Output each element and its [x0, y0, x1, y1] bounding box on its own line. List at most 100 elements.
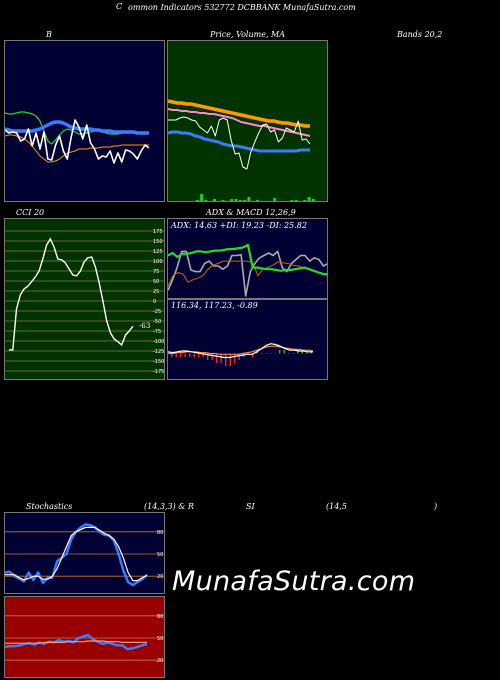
- macd-values: 116.34, 117.23, -0.89: [171, 301, 258, 310]
- watermark: MunafaSutra.com: [172, 566, 416, 597]
- macd-histogram-bar: [238, 353, 240, 360]
- macd-histogram-bar: [279, 350, 281, 354]
- stochastics-panel: 80 50 20: [4, 512, 165, 594]
- cci-tick-label: -50: [153, 319, 161, 325]
- cci-tick-label: -150: [153, 359, 164, 365]
- macd-histogram-bar: [216, 353, 218, 363]
- volume-bar: [294, 200, 298, 201]
- cci-tick-label: 75: [153, 269, 159, 275]
- volume-bar: [243, 200, 247, 201]
- volume-bar: [209, 201, 212, 202]
- volume-bar: [192, 201, 195, 202]
- cci-tick-label: -125: [153, 349, 164, 355]
- price-line: [168, 116, 311, 170]
- volume-bar: [174, 201, 177, 202]
- volume-bar: [260, 201, 263, 202]
- label-price-ma: Price, Volume, MA: [210, 30, 286, 39]
- macd-histogram-bar: [225, 353, 227, 366]
- cci-tick-label: 0: [153, 299, 156, 305]
- stoch-d-line: [5, 526, 148, 582]
- macd-histogram-bar: [202, 353, 204, 357]
- volume-bar: [265, 201, 268, 202]
- macd-histogram-bar: [247, 353, 249, 354]
- cci-panel: 175 150 125 100 75 50 25 0 -25 -50 -75 -100 -125 -150…: [4, 218, 165, 380]
- cci-tick-label: 25: [153, 289, 159, 295]
- adx-minus-di-line: [168, 250, 327, 297]
- volume-bar: [290, 200, 294, 201]
- macd-histogram-bar: [297, 350, 299, 354]
- macd-histogram-bar: [283, 350, 285, 354]
- volume-bar: [230, 199, 234, 201]
- volume-bar: [303, 200, 307, 201]
- macd-histogram-bar: [184, 353, 186, 357]
- bollinger-price-line: [5, 119, 150, 164]
- volume-bar: [187, 201, 190, 202]
- bollinger-panel: [4, 40, 165, 202]
- label-rsi-c: ): [434, 502, 438, 511]
- macd-histogram-bar: [198, 353, 200, 357]
- macd-histogram-bar: [180, 353, 182, 357]
- macd-histogram-bar: [301, 350, 303, 354]
- adx-chart: [168, 243, 327, 297]
- ma-mid-line: [168, 108, 311, 137]
- label-adx-macd: ADX & MACD 12,26,9: [206, 208, 296, 217]
- cci-tick-label: 100: [153, 259, 163, 265]
- volume-bar: [238, 200, 242, 201]
- macd-histogram-bar: [261, 353, 263, 354]
- rsi-panel: 80 50 20: [4, 596, 165, 678]
- volume-bar: [226, 201, 229, 202]
- macd-histogram-bar: [265, 353, 267, 354]
- macd-histogram-bar: [288, 353, 290, 354]
- macd-histogram-bar: [220, 353, 222, 363]
- volume-bar: [252, 201, 255, 202]
- rsi-tick-label: 20: [157, 658, 163, 664]
- stochastics-tick-label: 80: [157, 530, 163, 536]
- rsi-tick-label: 50: [157, 636, 163, 642]
- header-c: C: [116, 2, 123, 11]
- cci-tick-label: -75: [153, 329, 161, 335]
- ma-long-line: [168, 99, 310, 128]
- volume-bar: [278, 201, 281, 202]
- adx-values: ADX: 14.63 +DI: 19.23 -DI: 25.82: [171, 221, 307, 230]
- macd-histogram-bar: [274, 353, 276, 354]
- macd-histogram-bar: [171, 353, 173, 357]
- stochastics-tick-label: 20: [157, 574, 163, 580]
- macd-histogram-bar: [175, 353, 177, 357]
- macd-histogram-bar: [229, 353, 231, 366]
- label-stoch-params: (14,3,3) & R: [144, 502, 194, 511]
- volume-bar: [307, 197, 311, 201]
- volume-bar: [217, 201, 220, 202]
- volume-bar: [195, 200, 199, 201]
- cci-tick-label: 125: [153, 249, 163, 255]
- volume-bar: [286, 201, 289, 202]
- volume-bar: [221, 200, 225, 201]
- macd-chart: [168, 343, 314, 366]
- macd-histogram-bar: [292, 353, 294, 354]
- cci-tick-label: -100: [153, 339, 164, 345]
- macd-histogram-bar: [193, 353, 195, 357]
- macd-line: [168, 343, 313, 359]
- label-stoch-title: Stochastics: [26, 502, 73, 511]
- cci-tick-label: 150: [153, 239, 163, 245]
- macd-histogram-bar: [270, 353, 272, 354]
- volume-bar: [213, 199, 216, 201]
- stochastics-tick-label: 50: [157, 552, 163, 558]
- label-rsi-a: SI: [246, 502, 255, 511]
- rsi-average-line: [5, 640, 147, 644]
- volume-bar: [311, 199, 315, 201]
- bollinger-chart: [5, 111, 150, 164]
- price-ma-chart: [168, 99, 315, 202]
- volume-bar: [200, 194, 204, 201]
- price-ma-panel: [167, 40, 328, 202]
- cci-last-value: -63: [139, 322, 150, 330]
- volume-bar: [256, 200, 259, 201]
- cci-tick-label: 175: [153, 229, 163, 235]
- cci-chart: 175 150 125 100 75 50 25 0 -25 -50 -75 -100 -125 -150…: [5, 229, 164, 375]
- bollinger-lower-band: [5, 134, 149, 163]
- macd-histogram-bar: [207, 353, 209, 360]
- rsi-chart: 80 50 20: [5, 614, 164, 664]
- label-rsi-b: (14,5: [326, 502, 347, 511]
- macd-histogram-bar: [211, 353, 213, 360]
- rsi-tick-label: 80: [157, 614, 163, 620]
- volume-bar: [273, 198, 277, 201]
